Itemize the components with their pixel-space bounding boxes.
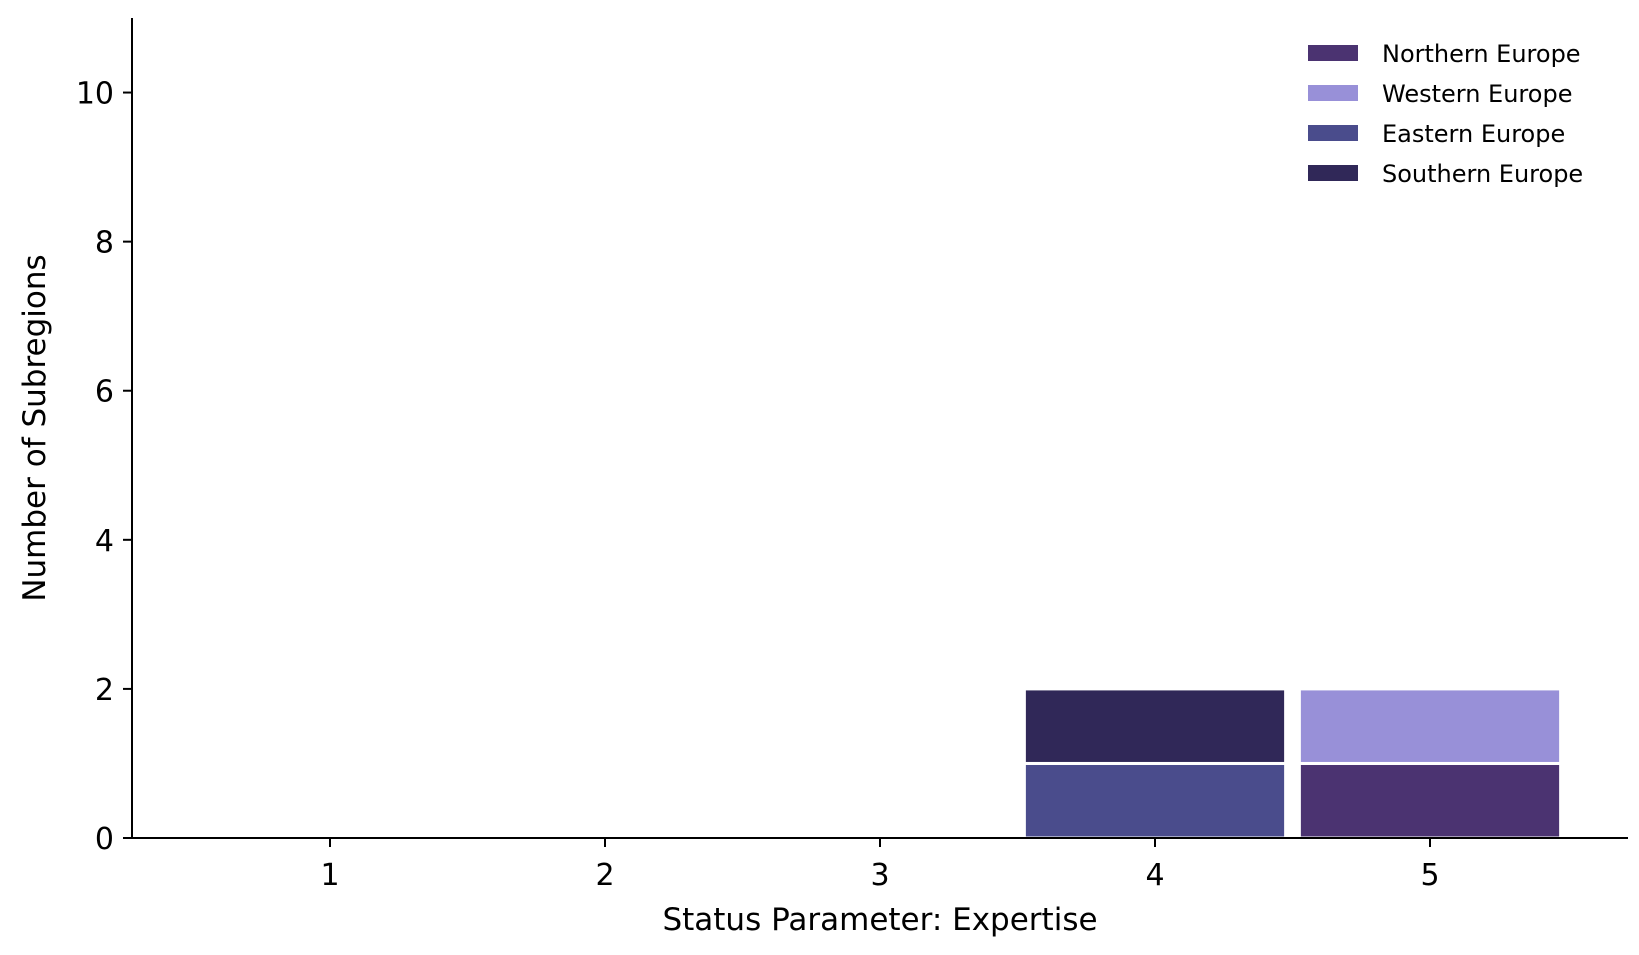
legend: Northern Europe Western Europe Eastern Eur…: [1308, 40, 1583, 188]
legend-swatch-western-europe: [1308, 85, 1358, 101]
legend-swatch-eastern-europe: [1308, 125, 1358, 141]
x-axis-title: Status Parameter: Expertise: [662, 902, 1097, 938]
bar-eastern-europe-4: [1022, 761, 1288, 840]
x-tick-label: 5: [1420, 858, 1439, 893]
x-tick-label: 1: [320, 858, 339, 893]
y-tick-label: 10: [76, 77, 114, 112]
y-axis-title: Number of Subregions: [17, 254, 53, 601]
y-tick-label: 4: [95, 524, 114, 559]
y-tick-label: 2: [95, 673, 114, 708]
legend-label-northern-europe: Northern Europe: [1382, 40, 1581, 68]
x-tick-label: 3: [870, 858, 889, 893]
y-tick-label: 6: [95, 375, 114, 410]
legend-label-eastern-europe: Eastern Europe: [1382, 120, 1565, 148]
legend-label-western-europe: Western Europe: [1382, 80, 1572, 108]
y-tick-label: 0: [95, 822, 114, 857]
legend-swatch-northern-europe: [1308, 45, 1358, 61]
x-tick-label: 4: [1145, 858, 1164, 893]
legend-swatch-southern-europe: [1308, 165, 1358, 181]
x-tick-label: 2: [595, 858, 614, 893]
y-tick-label: 8: [95, 226, 114, 261]
bar-northern-europe-5: [1297, 761, 1563, 840]
legend-label-southern-europe: Southern Europe: [1382, 160, 1583, 188]
bars-group: [1022, 687, 1563, 840]
bar-western-europe-5: [1297, 687, 1563, 765]
y-ticks-group: 0 2 4 6 8 10: [76, 77, 132, 857]
x-ticks-group: 1 2 3 4 5: [320, 838, 1440, 893]
bar-southern-europe-4: [1022, 687, 1288, 765]
